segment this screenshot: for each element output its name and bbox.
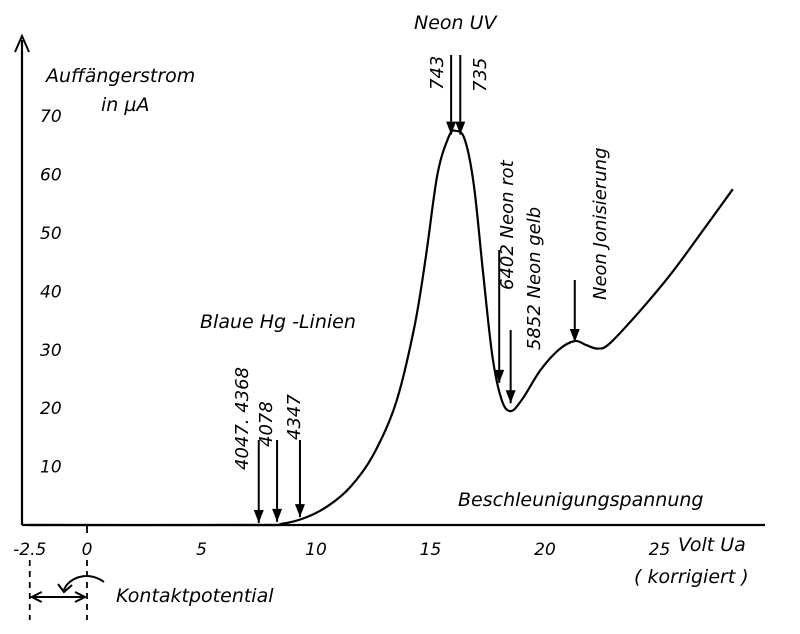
- arrow-head: [494, 369, 505, 383]
- contact-potential-marker: [28, 560, 105, 620]
- arrow-label: 5852 Neon gelb: [524, 207, 545, 350]
- x-unit-line2: ( korrigiert ): [634, 566, 749, 588]
- contact-hook-curve: [63, 575, 105, 591]
- y-tick-label: 40: [40, 282, 62, 302]
- y-tick-label: 60: [40, 166, 62, 186]
- contact-hook-arrowhead: [57, 583, 73, 594]
- y-tick-label: 10: [40, 458, 62, 478]
- arrow-head: [253, 510, 264, 523]
- y-tick-label: 30: [40, 341, 62, 361]
- arrow-head: [272, 508, 283, 522]
- xlabel: Beschleunigungspannung: [458, 489, 703, 511]
- arrow-head: [294, 504, 305, 518]
- arrow-label: 735: [470, 58, 491, 92]
- x-tick-label: 10: [305, 540, 327, 560]
- arrow-label: 4347: [284, 394, 305, 440]
- tick-group: -2.5 0 5 10 15 20 25 10 20 30 40 50 60 70: [13, 107, 670, 560]
- arrow-label: 4078: [256, 401, 277, 447]
- annotation-neon-uv: Neon UV: [414, 12, 499, 34]
- arrow-label: 4047. 4368: [232, 367, 253, 470]
- arrow-group: 4047. 4368 4078 4347 743 735 6402 Neon rot 585…: [232, 55, 611, 523]
- arrow-head: [446, 121, 457, 135]
- ylabel-line1: Auffängerstrom: [44, 65, 195, 87]
- series-line: [29, 129, 734, 527]
- arrow-label: 743: [427, 56, 448, 90]
- x-unit-line1: Volt Ua: [678, 534, 746, 556]
- x-tick-label: 0: [82, 540, 93, 560]
- arrow-head: [569, 328, 580, 342]
- contact-arrowhead-right: [74, 591, 88, 603]
- y-tick-label: 50: [40, 224, 62, 244]
- x-tick-label: 5: [196, 540, 207, 560]
- arrow-head: [505, 390, 516, 404]
- arrow-head: [455, 121, 466, 135]
- y-tick-label: 70: [40, 107, 62, 127]
- annotation-blue-hg: Blaue Hg -Linien: [200, 311, 356, 333]
- x-tick-label: 15: [420, 540, 442, 560]
- x-tick-label: -2.5: [13, 540, 46, 560]
- contact-arrowhead-left: [29, 591, 43, 603]
- arrow-label: Neon Jonisierung: [590, 147, 611, 300]
- ylabel-line2: in µA: [101, 94, 149, 116]
- x-tick-label: 20: [534, 540, 556, 560]
- y-axis-arrowhead: [14, 33, 30, 53]
- annotation-kontaktpotential: Kontaktpotential: [116, 585, 274, 607]
- x-tick-label: 25: [649, 540, 671, 560]
- y-tick-label: 20: [40, 399, 62, 419]
- arrow-label: 6402 Neon rot: [497, 159, 518, 290]
